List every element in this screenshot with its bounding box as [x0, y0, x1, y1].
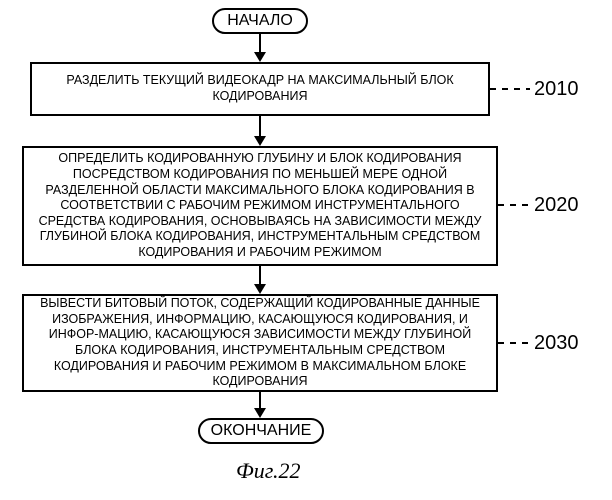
end-terminal: ОКОНЧАНИЕ	[198, 418, 324, 444]
figure-caption: Фиг.22	[236, 458, 301, 484]
arrow-4-line	[259, 392, 261, 408]
leader-1	[490, 88, 530, 90]
box-1-text: РАЗДЕЛИТЬ ТЕКУЩИЙ ВИДЕОКАДР НА МАКСИМАЛЬ…	[38, 73, 482, 104]
arrow-4-head	[254, 408, 266, 418]
process-box-3: ВЫВЕСТИ БИТОВЫЙ ПОТОК, СОДЕРЖАЩИЙ КОДИРО…	[22, 294, 498, 392]
end-label: ОКОНЧАНИЕ	[211, 422, 312, 440]
box-2-text: ОПРЕДЕЛИТЬ КОДИРОВАННУЮ ГЛУБИНУ И БЛОК К…	[30, 151, 490, 260]
label-2030-text: 2030	[534, 332, 579, 354]
start-label: НАЧАЛО	[227, 12, 293, 30]
arrow-2-line	[259, 116, 261, 136]
process-box-2: ОПРЕДЕЛИТЬ КОДИРОВАННУЮ ГЛУБИНУ И БЛОК К…	[22, 146, 498, 266]
figure-caption-text: Фиг.22	[236, 458, 301, 483]
label-2020: 2020	[534, 194, 579, 217]
label-2030: 2030	[534, 332, 579, 355]
start-terminal: НАЧАЛО	[212, 8, 308, 34]
box-3-text: ВЫВЕСТИ БИТОВЫЙ ПОТОК, СОДЕРЖАЩИЙ КОДИРО…	[30, 296, 490, 390]
process-box-1: РАЗДЕЛИТЬ ТЕКУЩИЙ ВИДЕОКАДР НА МАКСИМАЛЬ…	[30, 62, 490, 116]
arrow-1-line	[259, 34, 261, 52]
arrow-3-line	[259, 266, 261, 284]
label-2010: 2010	[534, 78, 579, 101]
label-2020-text: 2020	[534, 194, 579, 216]
arrow-2-head	[254, 136, 266, 146]
flowchart-container: НАЧАЛО РАЗДЕЛИТЬ ТЕКУЩИЙ ВИДЕОКАДР НА МА…	[0, 0, 612, 500]
leader-3	[498, 342, 530, 344]
label-2010-text: 2010	[534, 78, 579, 100]
leader-2	[498, 204, 530, 206]
arrow-1-head	[254, 52, 266, 62]
arrow-3-head	[254, 284, 266, 294]
